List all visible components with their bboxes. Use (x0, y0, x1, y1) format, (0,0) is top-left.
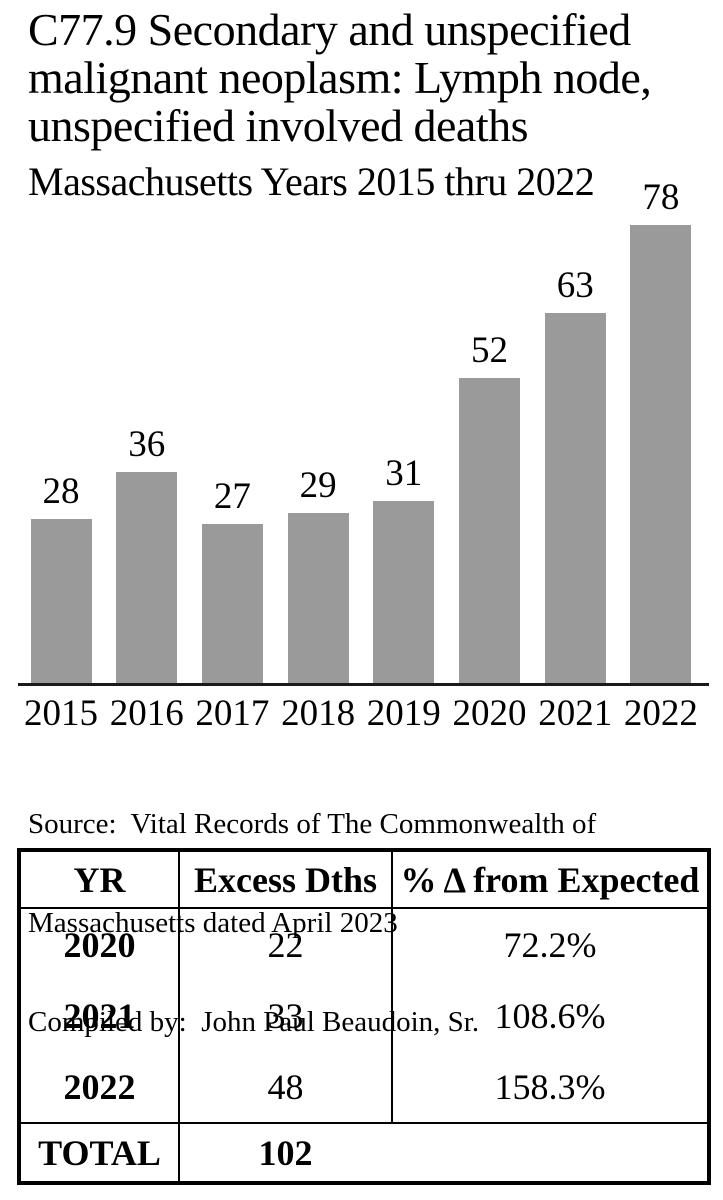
bar-value-label: 28 (42, 471, 80, 512)
x-axis-label: 2015 (24, 693, 98, 734)
table-cell-excess: 33 (179, 980, 393, 1051)
bar-value-label: 27 (213, 476, 251, 517)
chart-subtitle: Massachusetts Years 2015 thru 2022 (28, 159, 595, 204)
bar (116, 472, 178, 683)
table-cell-year: 2022 (19, 1051, 180, 1123)
table-header-pct-delta: % Δ from Expected (392, 850, 709, 909)
table-row: 2021 33 108.6% (19, 980, 709, 1051)
bar (630, 225, 692, 683)
x-axis-label: 2020 (452, 693, 527, 734)
bar-chart: 28 36 27 29 31 52 63 78 (30, 177, 692, 683)
bar (201, 524, 263, 683)
table-total-row: TOTAL 102 (19, 1122, 709, 1183)
x-axis-label: 2021 (538, 693, 613, 734)
bar-value-label: 31 (385, 453, 423, 494)
table-row: 2020 22 72.2% (19, 908, 709, 980)
bar-value-label: 36 (128, 424, 166, 465)
bar-value-label: 78 (642, 177, 680, 218)
table-cell-year: 2020 (19, 908, 180, 980)
table-cell-pct: 72.2% (503, 924, 597, 965)
x-axis-labels: 2015 2016 2017 2018 2019 2020 2021 2022 (0, 694, 723, 736)
bar (287, 513, 349, 683)
bar-value-label: 63 (556, 265, 594, 306)
table-cell-excess: 22 (179, 908, 393, 980)
table-cell-pct: 158.3% (494, 1066, 606, 1107)
table-header-row: YR Excess Dths % Δ from Expected (19, 850, 709, 909)
table-total-label: TOTAL (19, 1122, 180, 1183)
table-cell-pct: 108.6% (494, 995, 606, 1036)
bar (459, 378, 520, 683)
bar (544, 313, 606, 683)
bar (373, 501, 435, 683)
table-header-yr: YR (19, 850, 180, 909)
table-total-value: 102 (258, 1132, 313, 1173)
x-axis-line (18, 683, 709, 686)
table-cell-year: 2021 (19, 980, 180, 1051)
table-total-cell: 102 (179, 1122, 709, 1183)
bar-value-label: 52 (471, 330, 508, 371)
x-axis-label: 2017 (195, 693, 270, 734)
table-header-excess-dths: Excess Dths (179, 850, 393, 909)
x-axis-label: 2022 (623, 693, 698, 734)
x-axis-label: 2019 (366, 693, 441, 734)
x-axis-label: 2018 (281, 693, 356, 734)
x-axis-label: 2016 (109, 693, 184, 734)
table-cell-excess: 48 (179, 1051, 393, 1123)
bar (30, 519, 92, 683)
bar-value-label: 29 (299, 465, 337, 506)
excess-deaths-table: YR Excess Dths % Δ from Expected 2020 22… (17, 848, 711, 1185)
source-line-1: Source: Vital Records of The Commonwealt… (28, 808, 597, 840)
chart-title: C77.9 Secondary and unspecified malignan… (28, 4, 652, 151)
table-row: 2022 48 158.3% (19, 1051, 709, 1123)
